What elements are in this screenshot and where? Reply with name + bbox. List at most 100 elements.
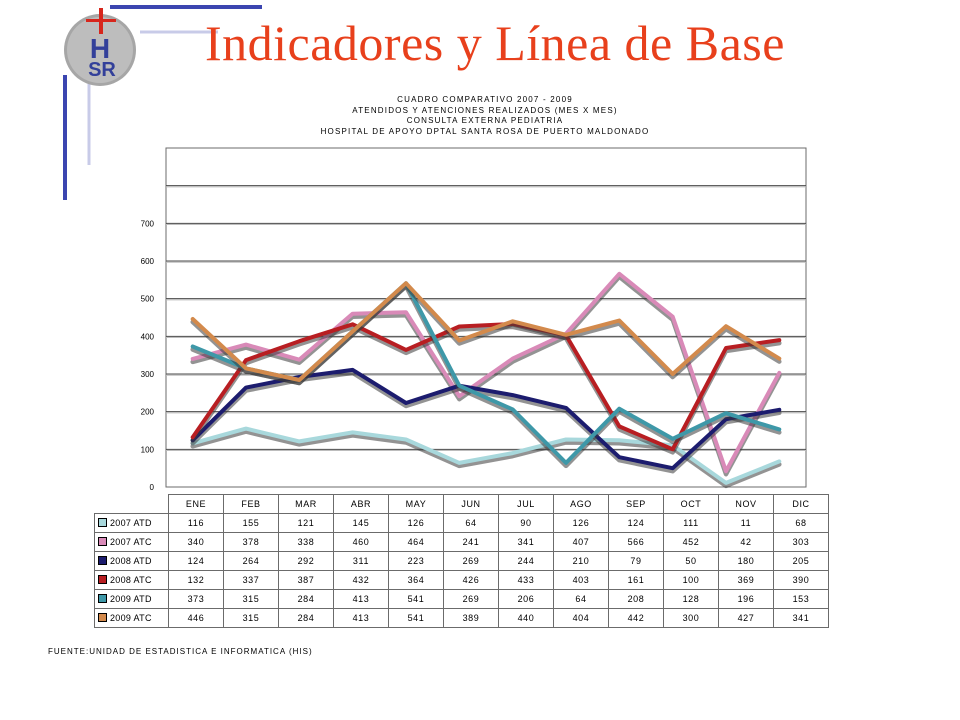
table-cell: 315 [223,589,279,609]
chart-title-line-3: CONSULTA EXTERNA PEDIATRIA [406,116,564,125]
table-cell: 124 [168,551,224,571]
data-point [617,272,621,276]
table-cell: 369 [718,570,774,590]
table-cell: 223 [388,551,444,571]
series-label: 2009 ATC [94,608,169,628]
series-line [190,281,782,382]
data-point [457,338,461,343]
data-point [724,411,728,415]
legend-swatch [98,575,107,584]
data-point [777,338,781,342]
month-header: FEB [223,494,279,514]
table-cell: 387 [278,570,334,590]
table-cell: 413 [333,608,389,628]
y-tick-label: 400 [141,332,155,341]
chart-title: CUADRO COMPARATIVO 2007 - 2009 ATENDIDOS… [165,95,805,137]
table-row-2007-atc: 2007 ATC 340 378 338 460 464 241 341 407… [94,532,829,552]
table-row-2008-atc: 2008 ATC 132 337 387 432 364 426 433 403… [94,570,829,590]
table-cell: 264 [223,551,279,571]
y-tick-label: 700 [141,219,155,228]
table-cell: 427 [718,608,774,628]
table-cell: 208 [608,589,664,609]
table-cell: 404 [553,608,609,628]
data-point [297,378,301,382]
data-point [617,318,621,323]
table-cell: 145 [333,513,389,533]
y-tick-label: 500 [141,295,155,304]
table-cell: 100 [663,570,719,590]
data-point [191,435,195,439]
series-name: 2009 ATD [110,594,152,604]
table-cell: 153 [773,589,829,609]
table-cell: 284 [278,608,334,628]
table-cell: 284 [278,589,334,609]
table-cell: 269 [443,551,499,571]
table-cell: 155 [223,513,279,533]
table-cell: 210 [553,551,609,571]
data-point [244,385,248,390]
month-header: AGO [553,494,609,514]
legend-swatch [98,556,107,565]
month-header: ENE [168,494,224,514]
data-point [404,281,408,285]
series-line-shadow [190,429,782,489]
table-cell: 413 [333,589,389,609]
data-point [671,315,675,319]
month-header: JUN [443,494,499,514]
data-point [404,437,408,442]
table-cell: 124 [608,513,664,533]
table-header-row: ENE FEB MAR ABR MAY JUN JUL AGO SEP OCT … [95,494,829,514]
table-cell: 241 [443,532,499,552]
table-cell: 300 [663,608,719,628]
table-cell: 338 [278,532,334,552]
month-header: MAY [388,494,444,514]
data-point [777,459,781,463]
data-point [351,368,355,372]
table-cell: 132 [168,570,224,590]
table-cell: 340 [168,532,224,552]
data-point [297,358,301,362]
table-cell: 378 [223,532,279,552]
data-point [777,427,781,431]
table-cell: 126 [553,513,609,533]
table-cell: 292 [278,551,334,571]
table-cell: 11 [718,513,774,533]
table-cell: 196 [718,589,774,609]
legend-swatch [98,594,107,603]
table-cell: 440 [498,608,554,628]
data-point [671,447,675,451]
data-point [617,455,621,459]
table-cell: 460 [333,532,389,552]
table-cell: 433 [498,570,554,590]
chart-title-line-1: CUADRO COMPARATIVO 2007 - 2009 [397,95,573,104]
y-tick-label: 300 [141,370,155,379]
data-point [564,461,568,465]
legend-swatch [98,518,107,527]
table-cell: 205 [773,551,829,571]
series-label: 2007 ATC [94,532,169,552]
table-cell: 442 [608,608,664,628]
month-header: NOV [718,494,774,514]
data-point [564,437,568,442]
table-row-2009-atd: 2009 ATD 373 315 284 413 541 269 206 64 … [94,589,829,609]
series-name: 2007 ATC [110,537,152,547]
table-cell: 341 [498,532,554,552]
data-point [511,451,515,455]
data-point [244,343,248,347]
month-header: OCT [663,494,719,514]
table-cell: 390 [773,570,829,590]
table-cell: 68 [773,513,829,533]
series-name: 2008 ATC [110,575,152,585]
month-header: DIC [773,494,829,514]
series-name: 2007 ATD [110,518,152,528]
table-cell: 541 [388,608,444,628]
series-label: 2007 ATD [94,513,169,533]
data-table: ENE FEB MAR ABR MAY JUN JUL AGO SEP OCT … [94,494,829,628]
data-point [511,393,515,397]
table-cell: 403 [553,570,609,590]
data-point [777,408,781,412]
data-point [297,339,301,343]
data-point [191,344,195,349]
data-point [244,358,248,362]
data-point [351,322,355,326]
